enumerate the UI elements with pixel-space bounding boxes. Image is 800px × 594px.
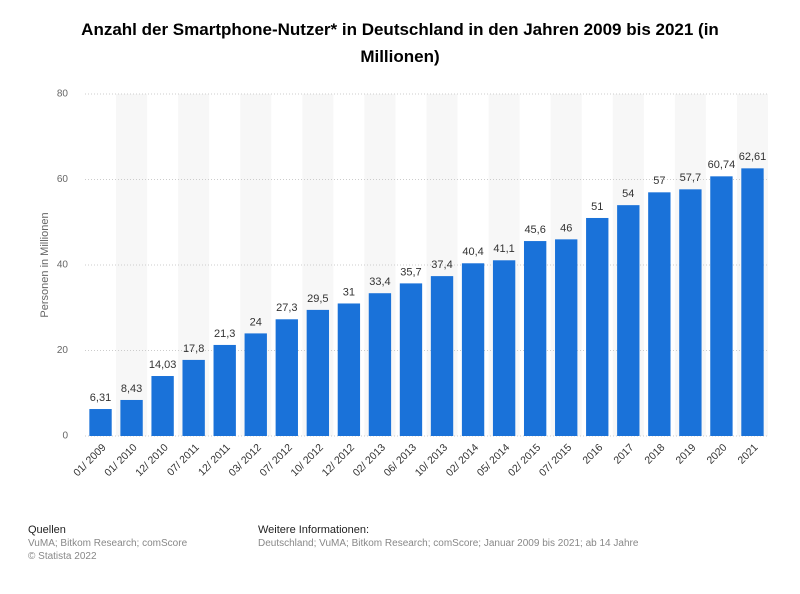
bar	[306, 309, 330, 436]
x-tick-label: 12/ 2012	[320, 441, 357, 478]
chart-title: Anzahl der Smartphone-Nutzer* in Deutsch…	[81, 20, 719, 66]
value-label: 37,4	[431, 259, 452, 271]
bar	[368, 293, 392, 436]
value-label: 40,4	[462, 246, 483, 258]
bar	[523, 241, 547, 436]
bar	[461, 263, 485, 436]
value-label: 29,5	[307, 293, 328, 305]
bar	[244, 333, 267, 436]
value-label: 21,3	[214, 328, 235, 340]
x-tick-label: 05/ 2014	[475, 441, 512, 478]
bar	[492, 260, 516, 436]
x-tick-label: 07/ 2012	[257, 441, 294, 478]
bar	[617, 205, 640, 436]
value-label: 24	[250, 316, 262, 328]
bar	[648, 192, 671, 436]
y-tick-label: 0	[62, 431, 68, 442]
y-axis-label: Personen in Millionen	[39, 212, 51, 317]
x-tick-label: 2020	[705, 441, 730, 466]
bar	[275, 319, 298, 436]
x-tick-label: 10/ 2013	[413, 441, 450, 478]
x-tick-label: 2017	[611, 441, 636, 466]
bar	[120, 399, 143, 436]
value-label: 51	[591, 201, 603, 213]
bar	[430, 276, 454, 436]
bar	[182, 359, 205, 436]
value-label: 60,74	[708, 159, 736, 171]
y-tick-label: 80	[57, 89, 69, 100]
value-label: 62,61	[739, 151, 767, 163]
x-tick-label: 12/ 2011	[196, 441, 233, 478]
value-label: 33,4	[369, 276, 390, 288]
x-tick-label: 02/ 2014	[444, 441, 481, 478]
value-label: 46	[560, 222, 572, 234]
bar	[151, 376, 174, 436]
copyright: © Statista 2022	[28, 551, 97, 562]
x-tick-label: 2021	[736, 441, 761, 466]
y-tick-label: 20	[57, 345, 69, 356]
value-label: 54	[622, 188, 634, 200]
x-tick-label: 03/ 2012	[226, 441, 263, 478]
sources: VuMA; Bitkom Research; comScore	[28, 538, 188, 549]
x-tick-label: 02/ 2013	[351, 441, 388, 478]
x-tick-label: 2016	[580, 441, 605, 466]
sources-heading: Quellen	[28, 524, 66, 536]
bar	[741, 168, 764, 436]
info-heading: Weitere Informationen:	[258, 524, 370, 536]
x-tick-label: 02/ 2015	[506, 441, 543, 478]
value-label: 57	[653, 175, 665, 187]
bar	[89, 409, 112, 436]
value-label: 31	[343, 286, 355, 298]
x-tick-label: 12/ 2010	[133, 441, 170, 478]
bar	[679, 189, 702, 436]
x-tick-label: 2018	[642, 441, 667, 466]
value-label: 6,31	[90, 392, 111, 404]
sources-block: Quellen VuMA; Bitkom Research; comScore …	[28, 524, 187, 563]
value-label: 17,8	[183, 343, 204, 355]
x-tick-label: 06/ 2013	[382, 441, 419, 478]
bar	[555, 239, 578, 436]
value-label: 41,1	[493, 243, 514, 255]
y-tick-label: 40	[57, 260, 69, 271]
value-label: 45,6	[524, 224, 545, 236]
value-label: 35,7	[400, 266, 421, 278]
x-tick-label: 2019	[673, 441, 698, 466]
value-label: 57,7	[680, 172, 701, 184]
info: Deutschland; VuMA; Bitkom Research; comS…	[258, 538, 639, 549]
bar	[710, 176, 733, 437]
x-tick-label: 01/ 2010	[102, 441, 139, 478]
bar	[337, 303, 361, 436]
x-tick-label: 07/ 2011	[165, 441, 202, 478]
value-label: 27,3	[276, 302, 297, 314]
bar	[213, 344, 236, 436]
info-block: Weitere Informationen: Deutschland; VuMA…	[258, 524, 638, 550]
x-tick-label: 10/ 2012	[289, 441, 326, 478]
value-label: 14,03	[149, 359, 177, 371]
bar	[586, 217, 609, 436]
value-label: 8,43	[121, 383, 142, 395]
x-tick-label: 07/ 2015	[537, 441, 574, 478]
bar	[399, 283, 423, 436]
x-tick-label: 01/ 2009	[71, 441, 108, 478]
y-tick-label: 60	[57, 174, 69, 185]
